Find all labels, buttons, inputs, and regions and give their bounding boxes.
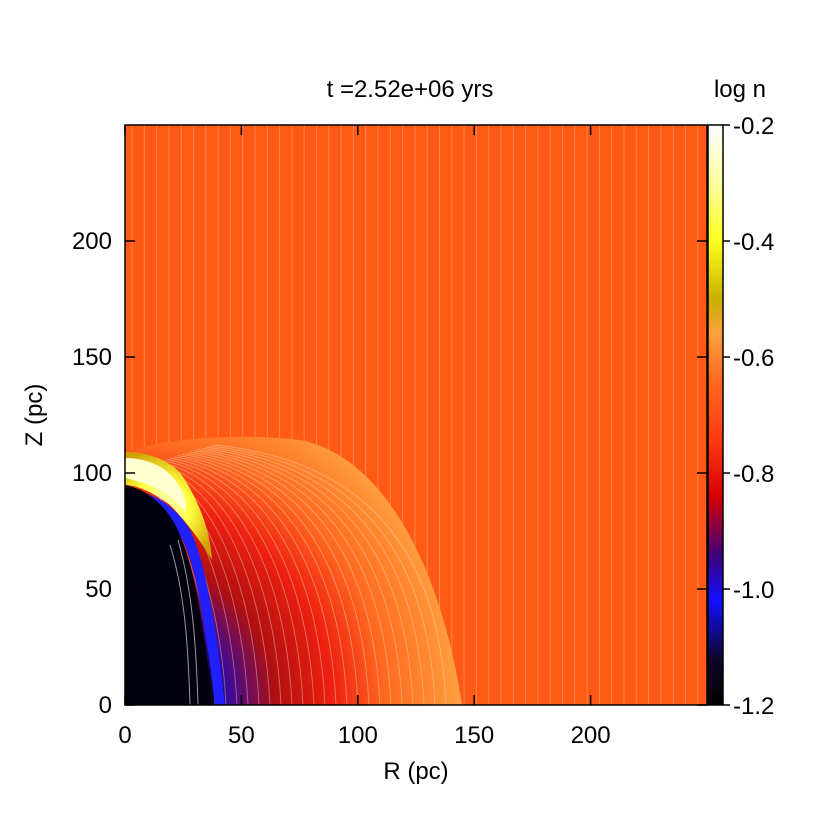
- cavity-line-2: [177, 539, 199, 705]
- y-tick-label: 100: [72, 460, 112, 487]
- shell-streamline: [213, 444, 447, 705]
- shell-streamline: [165, 458, 315, 705]
- colorbar-tick-label: -0.4: [733, 229, 774, 256]
- x-tick-label: 200: [571, 722, 611, 749]
- y-tick-label: 0: [99, 692, 112, 719]
- shell-streamline: [177, 455, 348, 705]
- colorbar-tick-label: -0.8: [733, 461, 774, 488]
- shell-streamline: [173, 456, 337, 705]
- colorbar: [707, 124, 724, 706]
- shell-streamline: [209, 445, 436, 705]
- cap-core: [125, 458, 187, 512]
- shell-streamline: [169, 457, 326, 705]
- y-tick-label: 200: [72, 228, 112, 255]
- shell-streamline: [205, 446, 425, 705]
- shell-streamline: [161, 459, 304, 705]
- y-tick-label: 50: [85, 576, 112, 603]
- plot-area: [125, 125, 707, 705]
- shell-streamline: [153, 462, 282, 705]
- cavity: [125, 485, 212, 705]
- colorbar-tick-label: -1.0: [733, 577, 774, 604]
- shell-streamline: [181, 453, 359, 705]
- colorbar-tick-label: -0.2: [733, 113, 774, 140]
- x-axis: 0 50 100 150 200: [118, 125, 611, 749]
- x-axis-label: R (pc): [383, 758, 448, 785]
- shell-streamline: [157, 461, 293, 705]
- shell-streamlines: [129, 444, 447, 705]
- shell-streamline: [193, 450, 392, 705]
- x-tick-label: 50: [228, 722, 255, 749]
- shell-streamline: [201, 447, 414, 705]
- y-axis: 0 50 100 150 200: [72, 228, 707, 719]
- cavity-line-1: [169, 544, 191, 705]
- shell-streamline: [197, 449, 403, 705]
- x-tick-label: 0: [118, 722, 131, 749]
- x-tick-label: 150: [454, 722, 494, 749]
- colorbar-ticks: -0.2 -0.4 -0.6 -0.8 -1.0 -1.2: [723, 113, 774, 720]
- chart-title: t =2.52e+06 yrs: [327, 76, 494, 103]
- y-tick-label: 150: [72, 344, 112, 371]
- colorbar-tick-label: -0.6: [733, 345, 774, 372]
- x-tick-label: 100: [338, 722, 378, 749]
- colorbar-label: log n: [714, 76, 766, 103]
- plot-frame: [124, 124, 708, 706]
- shell-streamline: [189, 451, 381, 705]
- cavity-edge: [125, 490, 225, 705]
- shell-streamline: [185, 452, 370, 705]
- colorbar-tick-label: -1.2: [733, 693, 774, 720]
- y-axis-label: Z (pc): [21, 384, 48, 447]
